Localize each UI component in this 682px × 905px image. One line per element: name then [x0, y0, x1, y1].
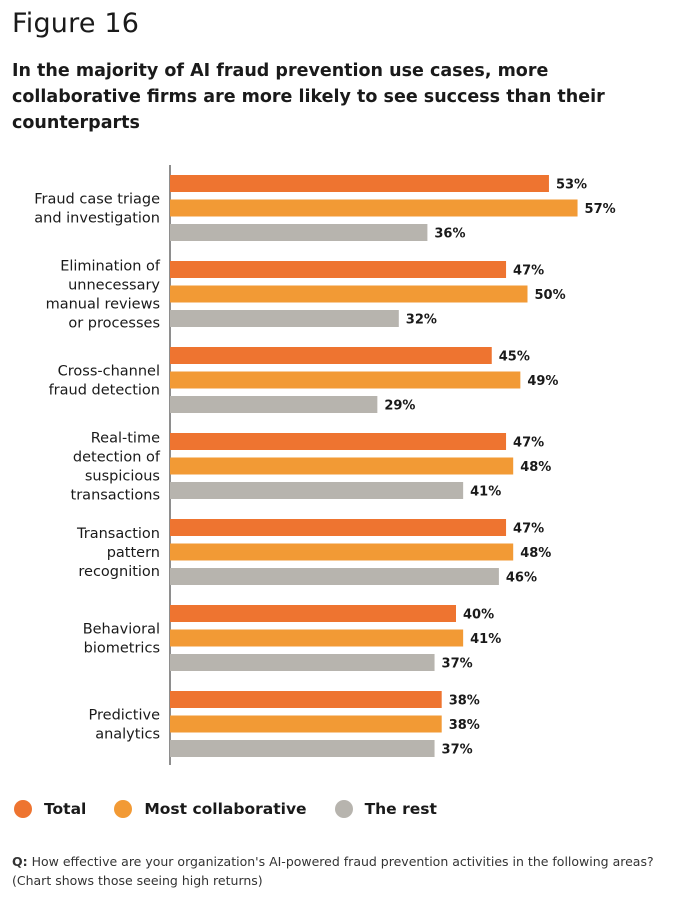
category-label: Predictive analytics: [89, 708, 161, 743]
figure-label: Figure 16: [12, 8, 140, 39]
chart-headline: In the majority of AI fraud prevention u…: [12, 61, 605, 133]
data-label: 50%: [535, 288, 566, 303]
data-label: 37%: [442, 743, 473, 758]
data-label: 47%: [513, 264, 544, 279]
legend-swatch-the-rest: [334, 800, 353, 818]
category-label: Cross-channel fraud detection: [49, 364, 160, 399]
legend-label-total: Total: [44, 800, 87, 818]
category-label: Behavioral biometrics: [83, 622, 160, 657]
category-label: Elimination of unnecessary manual reviews o…: [46, 259, 161, 332]
bar-the-rest: [170, 568, 499, 585]
data-label: 49%: [527, 374, 558, 389]
bar-total: [170, 519, 507, 536]
bar-total: [170, 691, 442, 708]
category-label: Transaction pattern recognition: [76, 526, 160, 580]
data-label: 57%: [585, 202, 616, 217]
data-label: 53%: [556, 178, 587, 193]
data-label: 37%: [442, 657, 473, 672]
data-label: 38%: [449, 718, 480, 733]
bar-total: [170, 175, 549, 192]
data-label: 38%: [449, 694, 480, 709]
legend: Total Most collaborative The rest: [14, 800, 465, 818]
data-label: 47%: [513, 436, 544, 451]
legend-label-the-rest: The rest: [364, 800, 437, 818]
bar-the-rest: [170, 740, 435, 757]
bar-most-collaborative: [170, 543, 514, 561]
bar-most-collaborative: [170, 371, 521, 389]
data-label: 32%: [406, 313, 437, 328]
bar-most-collaborative: [170, 285, 528, 303]
data-label: 36%: [434, 227, 465, 242]
bar-most-collaborative: [170, 629, 464, 647]
data-label: 48%: [520, 546, 551, 561]
data-label: 46%: [506, 571, 537, 586]
category-label: Real-time detection of suspicious transacti…: [71, 431, 161, 504]
category-label: Fraud case triage and investigation: [34, 192, 160, 227]
survey-question: Q: How effective are your organization's…: [12, 852, 672, 890]
data-label: 48%: [520, 460, 551, 475]
bar-total: [170, 433, 507, 450]
bar-the-rest: [170, 654, 435, 671]
bar-the-rest: [170, 482, 464, 499]
legend-item-total: Total: [14, 800, 86, 818]
data-label: 29%: [384, 399, 415, 414]
bar-the-rest: [170, 224, 428, 241]
question-text: How effective are your organization's AI…: [12, 854, 654, 888]
legend-swatch-total: [14, 800, 32, 818]
bar-the-rest: [170, 396, 378, 413]
bar-total: [170, 605, 456, 622]
data-label: 41%: [470, 485, 501, 500]
legend-label-most-collaborative: Most collaborative: [144, 800, 307, 818]
data-label: 41%: [470, 632, 501, 647]
legend-item-most-collaborative: Most collaborative: [114, 800, 307, 818]
bar-most-collaborative: [170, 457, 514, 475]
data-label: 40%: [463, 608, 494, 623]
bar-most-collaborative: [170, 715, 442, 733]
data-label: 47%: [513, 522, 544, 537]
bar-most-collaborative: [170, 199, 578, 217]
data-label: 45%: [499, 350, 530, 365]
bar-total: [170, 261, 507, 278]
bar-total: [170, 347, 492, 364]
legend-swatch-most-collaborative: [114, 800, 133, 818]
bar-the-rest: [170, 310, 399, 327]
question-prefix: Q:: [12, 854, 28, 869]
bar-chart: Fraud case triage and investigation 53% 57%…: [34, 165, 616, 765]
legend-item-the-rest: The rest: [334, 800, 437, 818]
